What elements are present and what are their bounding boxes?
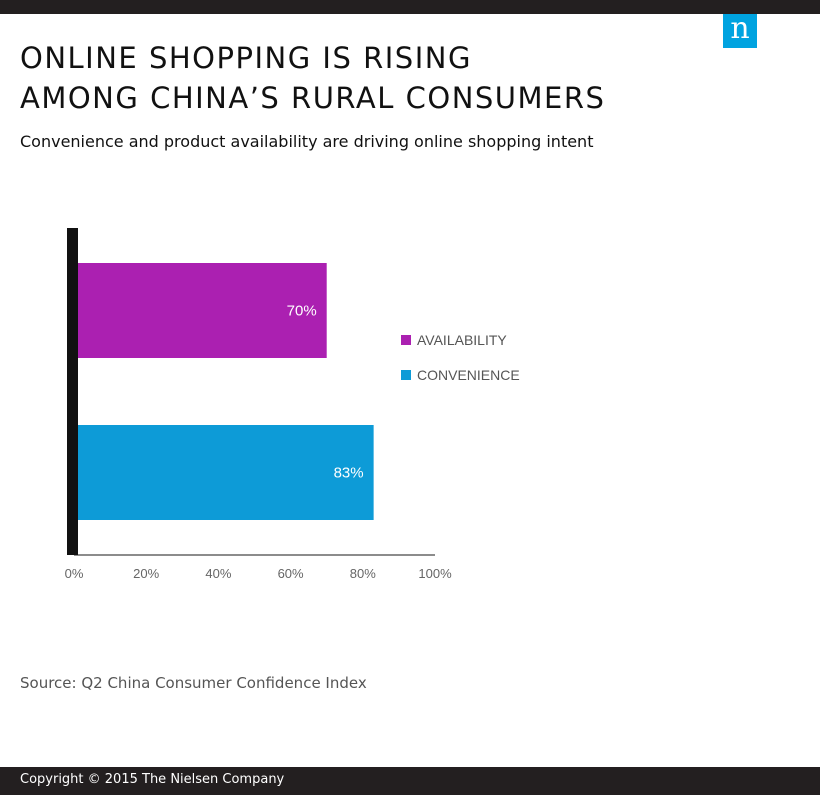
copyright-text: Copyright © 2015 The Nielsen Company [20,772,285,787]
page-title: ONLINE SHOPPING IS RISING AMONG CHINA’S … [20,38,605,118]
y-axis-line [67,228,78,555]
chart-subtitle: Convenience and product availability are… [20,132,594,151]
data-label-availability: 70% [287,303,317,320]
source-note: Source: Q2 China Consumer Confidence Ind… [20,674,367,692]
bar-availability [74,263,327,358]
x-tick-label: 40% [205,566,231,581]
data-label-convenience: 83% [334,465,364,482]
legend-label-availability: AVAILABILITY [417,332,507,348]
legend-swatch-availability [401,335,411,345]
title-line-2: AMONG CHINA’S RURAL CONSUMERS [20,81,606,115]
x-tick-label: 80% [350,566,376,581]
x-tick-label: 0% [65,566,84,581]
bar-convenience [74,425,374,520]
x-tick-label: 20% [133,566,159,581]
x-tick-label: 60% [278,566,304,581]
x-tick-label: 100% [418,566,452,581]
top-bar [0,0,820,14]
footer-bar: Copyright © 2015 The Nielsen Company [0,767,820,795]
legend-label-convenience: CONVENIENCE [417,367,520,383]
nielsen-logo: n [723,14,757,48]
title-line-1: ONLINE SHOPPING IS RISING [20,41,472,75]
bar-chart: 70% 83% 0% 20% 40% 60% 80% 100% AVAILABILITY CONV… [65,228,520,581]
legend-swatch-convenience [401,370,411,380]
